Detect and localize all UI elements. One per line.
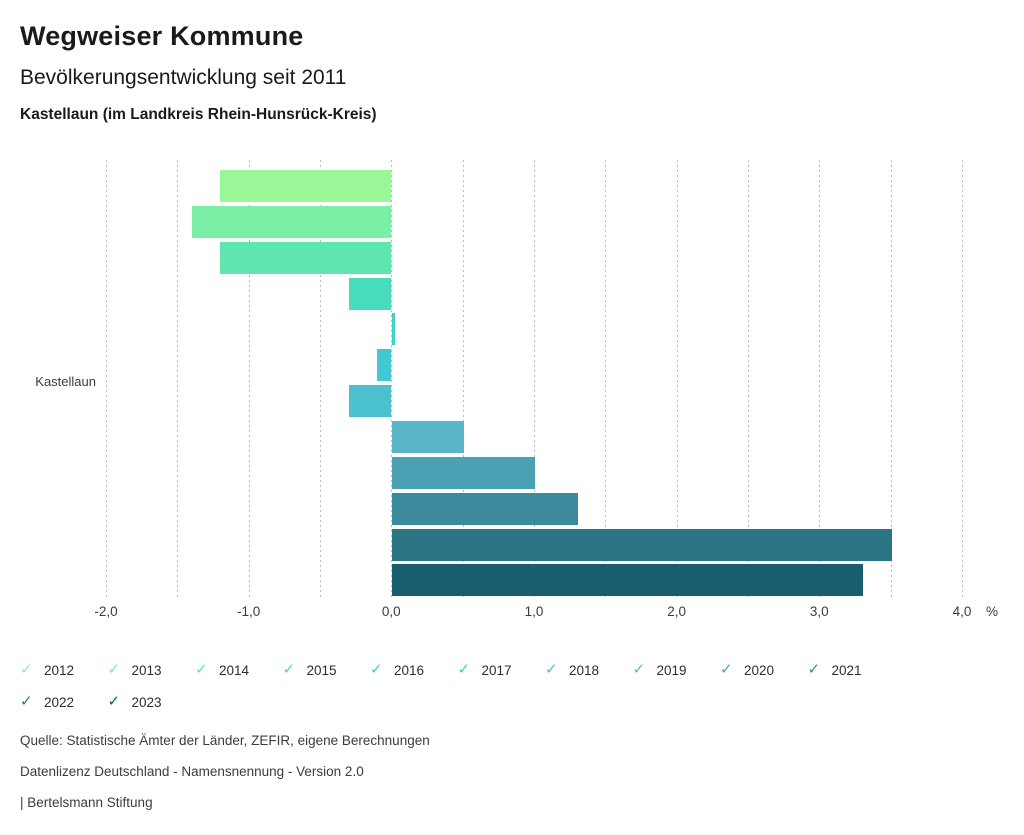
bar-2013 <box>191 205 392 238</box>
legend-year-label: 2020 <box>744 662 775 678</box>
gridline <box>391 160 393 600</box>
legend-item-2019[interactable]: ✓ 2019 <box>633 662 721 678</box>
x-tick-label: 0,0 <box>381 604 401 619</box>
gridline <box>462 160 464 600</box>
gridline <box>177 160 179 600</box>
legend-item-2016[interactable]: ✓ 2016 <box>370 662 458 678</box>
legend-item-2014[interactable]: ✓ 2014 <box>195 662 283 678</box>
bar-2019 <box>392 421 464 453</box>
check-icon: ✓ <box>807 661 821 678</box>
legend-year-label: 2016 <box>394 662 425 678</box>
legend-item-2015[interactable]: ✓ 2015 <box>283 662 371 678</box>
chart-subtitle: Bevölkerungsentwicklung seit 2011 <box>20 66 347 89</box>
bar-2012 <box>220 170 392 202</box>
check-icon: ✓ <box>107 661 121 678</box>
gridline <box>748 160 749 600</box>
gridline <box>534 160 535 600</box>
legend-item-2020[interactable]: ✓ 2020 <box>720 662 808 678</box>
legend-item-2012[interactable]: ✓ 2012 <box>20 662 108 678</box>
check-icon: ✓ <box>195 661 208 678</box>
legend-year-label: 2022 <box>44 694 75 710</box>
bar-2014 <box>220 241 392 274</box>
x-tick-label: -2,0 <box>94 604 118 619</box>
check-icon: ✓ <box>545 661 558 678</box>
legend-year-label: 2013 <box>131 662 162 678</box>
legend-year-label: 2014 <box>219 662 250 678</box>
legend-year-label: 2018 <box>569 662 600 678</box>
bar-2021 <box>392 492 578 525</box>
legend-year-label: 2017 <box>481 662 512 678</box>
bar-2023 <box>392 564 864 597</box>
legend-year-label: 2023 <box>131 694 162 710</box>
gridline <box>320 160 321 600</box>
bar-2017 <box>377 349 392 382</box>
x-axis: -2,0 -1,0 0,0 1,0 2,0 3,0 4,0% <box>0 604 1024 624</box>
bar-2020 <box>392 456 535 489</box>
legend-year-label: 2021 <box>831 662 862 678</box>
chart-location: Kastellaun (im Landkreis Rhein-Hunsrück-… <box>20 106 377 123</box>
gridline <box>676 160 678 600</box>
legend-item-2017[interactable]: ✓ 2017 <box>458 662 546 678</box>
source-text: Quelle: Statistische Ämter der Länder, Z… <box>20 733 430 748</box>
check-icon: ✓ <box>20 661 33 678</box>
x-tick-label: -1,0 <box>237 604 261 619</box>
license-text: Datenlizenz Deutschland - Namensnennung … <box>20 764 364 779</box>
chart-plot-area: Kastellaun <box>0 160 1024 600</box>
check-icon: ✓ <box>457 661 471 678</box>
x-tick-label: 2,0 <box>667 604 687 619</box>
legend-item-2023[interactable]: ✓ 2023 <box>108 694 196 710</box>
check-icon: ✓ <box>20 693 33 710</box>
legend-year-label: 2012 <box>44 662 75 678</box>
legend-item-2021[interactable]: ✓ 2021 <box>808 662 896 678</box>
check-icon: ✓ <box>720 661 733 678</box>
legend-row-1: ✓ 2012 ✓ 2013 ✓ 2014 ✓ 2015 ✓ 2016 ✓ 2017 ✓ 2018 ✓ 2019… <box>20 662 895 678</box>
bar-2022 <box>392 528 892 561</box>
bar-2015 <box>348 277 392 310</box>
page-title: Wegweiser Kommune <box>20 21 304 51</box>
check-icon: ✓ <box>107 693 121 710</box>
check-icon: ✓ <box>282 661 296 678</box>
gridline <box>962 160 963 600</box>
x-tick-label: 4,0 <box>952 604 972 619</box>
legend-year-label: 2015 <box>306 662 337 678</box>
legend-item-2022[interactable]: ✓ 2022 <box>20 694 108 710</box>
category-label-kastellaun: Kastellaun <box>35 374 96 389</box>
gridline <box>605 160 607 600</box>
axis-unit-label: % <box>985 604 999 619</box>
attribution-text: | Bertelsmann Stiftung <box>20 795 153 810</box>
legend-row-2: ✓ 2022 ✓ 2023 <box>20 694 195 710</box>
check-icon: ✓ <box>632 661 646 678</box>
gridline <box>106 160 107 600</box>
gridline <box>890 160 892 600</box>
legend-item-2013[interactable]: ✓ 2013 <box>108 662 196 678</box>
legend-year-label: 2019 <box>656 662 687 678</box>
x-tick-label: 3,0 <box>809 604 829 619</box>
bar-2016 <box>392 313 395 346</box>
legend-item-2018[interactable]: ✓ 2018 <box>545 662 633 678</box>
x-tick-label: 1,0 <box>524 604 544 619</box>
gridline <box>819 160 821 600</box>
gridline <box>248 160 250 600</box>
bar-2018 <box>348 385 392 418</box>
check-icon: ✓ <box>370 661 383 678</box>
